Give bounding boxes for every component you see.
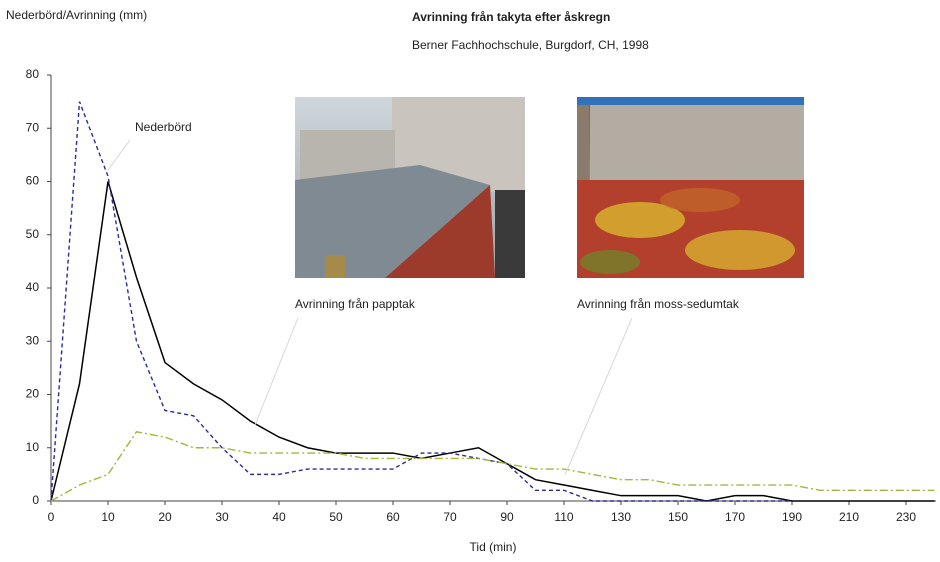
y-tick-label: 70 <box>26 120 40 134</box>
leader-line <box>108 140 130 170</box>
series-line <box>51 432 935 501</box>
y-tick-label: 20 <box>26 387 40 401</box>
x-tick-label: 10 <box>101 510 115 524</box>
x-tick-label: 110 <box>554 510 573 524</box>
x-tick-label: 130 <box>611 510 631 524</box>
x-axis-title: Tid (min) <box>470 540 517 554</box>
x-tick-label: 40 <box>272 510 286 524</box>
x-tick-label: 0 <box>48 510 55 524</box>
leader-line <box>255 318 298 425</box>
y-tick-label: 50 <box>26 227 40 241</box>
photo-green-roof <box>577 97 804 278</box>
x-tick-label: 50 <box>329 510 343 524</box>
series-annotation: Avrinning från moss-sedumtak <box>577 297 740 311</box>
y-tick-label: 80 <box>26 67 40 81</box>
y-tick-label: 60 <box>26 174 40 188</box>
x-tick-label: 230 <box>896 510 916 524</box>
y-tick-label: 40 <box>26 280 40 294</box>
x-tick-label: 210 <box>839 510 859 524</box>
x-tick-label: 150 <box>668 510 688 524</box>
y-tick-label: 30 <box>26 333 40 347</box>
chart-subtitle: Berner Fachhochschule, Burgdorf, CH, 199… <box>412 38 649 52</box>
x-tick-label: 170 <box>725 510 745 524</box>
chart-title: Avrinning från takyta efter åskregn <box>412 10 610 24</box>
x-tick-label: 60 <box>386 510 400 524</box>
y-tick-label: 0 <box>32 493 39 507</box>
x-tick-label: 20 <box>158 510 172 524</box>
series-annotation: Nederbörd <box>135 120 192 134</box>
x-tick-label: 30 <box>215 510 229 524</box>
x-tick-label: 190 <box>782 510 802 524</box>
photo-flat-roof <box>295 97 525 278</box>
chart: Nederbörd/Avrinning (mm) Avrinning från … <box>0 0 940 557</box>
x-tick-label: 90 <box>500 510 514 524</box>
series-annotation: Avrinning från papptak <box>295 297 416 311</box>
leader-line <box>565 318 632 475</box>
y-tick-label: 10 <box>26 440 40 454</box>
y-axis-title: Nederbörd/Avrinning (mm) <box>6 8 147 22</box>
x-tick-label: 70 <box>443 510 457 524</box>
